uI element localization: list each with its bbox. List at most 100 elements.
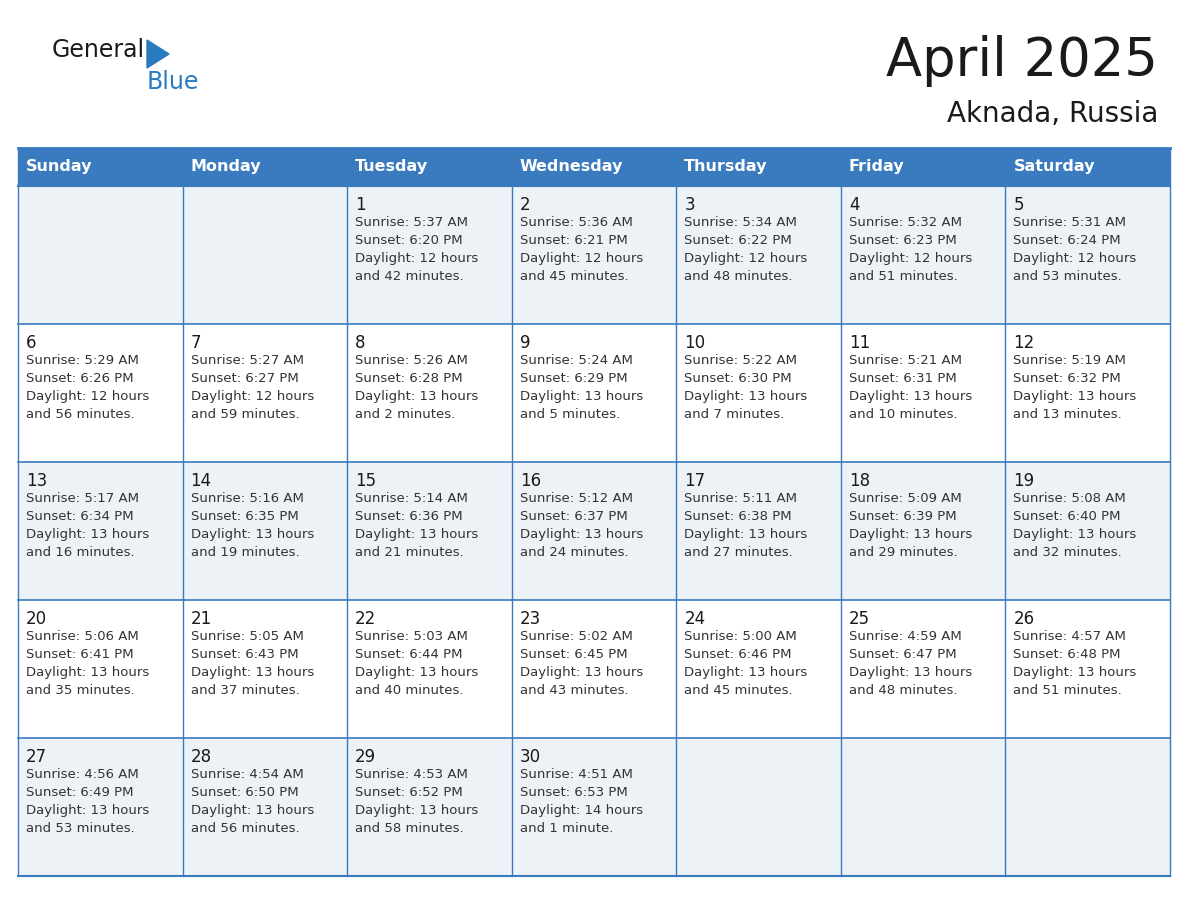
Text: Daylight: 13 hours: Daylight: 13 hours: [849, 666, 972, 679]
Bar: [183, 462, 347, 600]
Text: Sunset: 6:43 PM: Sunset: 6:43 PM: [190, 648, 298, 661]
Text: Aknada, Russia: Aknada, Russia: [947, 100, 1158, 128]
Text: and 35 minutes.: and 35 minutes.: [26, 684, 134, 697]
Text: Daylight: 13 hours: Daylight: 13 hours: [519, 528, 643, 541]
Text: Daylight: 13 hours: Daylight: 13 hours: [355, 390, 479, 403]
Bar: [676, 186, 841, 324]
Text: Daylight: 12 hours: Daylight: 12 hours: [1013, 252, 1137, 265]
Text: 25: 25: [849, 610, 870, 628]
Bar: [676, 148, 841, 186]
Bar: [841, 148, 1005, 186]
Text: Sunset: 6:34 PM: Sunset: 6:34 PM: [26, 510, 133, 523]
Text: 19: 19: [1013, 472, 1035, 490]
Text: and 16 minutes.: and 16 minutes.: [26, 546, 134, 559]
Text: Blue: Blue: [147, 70, 200, 94]
Text: 14: 14: [190, 472, 211, 490]
Bar: [512, 186, 676, 324]
Bar: [1005, 462, 1170, 600]
Text: Sunrise: 4:57 AM: Sunrise: 4:57 AM: [1013, 630, 1126, 643]
Text: and 51 minutes.: and 51 minutes.: [849, 270, 958, 283]
Text: Sunset: 6:32 PM: Sunset: 6:32 PM: [1013, 372, 1121, 385]
Text: and 56 minutes.: and 56 minutes.: [190, 822, 299, 835]
Text: 10: 10: [684, 334, 706, 352]
Bar: [347, 324, 512, 462]
Text: Daylight: 12 hours: Daylight: 12 hours: [26, 390, 150, 403]
Text: Sunset: 6:21 PM: Sunset: 6:21 PM: [519, 234, 627, 247]
Text: Sunset: 6:50 PM: Sunset: 6:50 PM: [190, 786, 298, 799]
Polygon shape: [147, 40, 169, 68]
Text: Sunrise: 5:14 AM: Sunrise: 5:14 AM: [355, 492, 468, 505]
Text: Sunrise: 4:51 AM: Sunrise: 4:51 AM: [519, 768, 632, 781]
Text: 17: 17: [684, 472, 706, 490]
Bar: [1005, 600, 1170, 738]
Text: Sunrise: 5:29 AM: Sunrise: 5:29 AM: [26, 354, 139, 367]
Bar: [183, 148, 347, 186]
Bar: [841, 324, 1005, 462]
Text: Sunset: 6:39 PM: Sunset: 6:39 PM: [849, 510, 956, 523]
Text: Sunset: 6:23 PM: Sunset: 6:23 PM: [849, 234, 956, 247]
Text: Sunset: 6:46 PM: Sunset: 6:46 PM: [684, 648, 791, 661]
Text: 5: 5: [1013, 196, 1024, 214]
Text: Sunrise: 5:05 AM: Sunrise: 5:05 AM: [190, 630, 303, 643]
Text: Sunset: 6:52 PM: Sunset: 6:52 PM: [355, 786, 463, 799]
Text: Sunset: 6:44 PM: Sunset: 6:44 PM: [355, 648, 462, 661]
Text: Sunset: 6:30 PM: Sunset: 6:30 PM: [684, 372, 792, 385]
Text: and 40 minutes.: and 40 minutes.: [355, 684, 463, 697]
Text: Daylight: 13 hours: Daylight: 13 hours: [684, 528, 808, 541]
Text: 16: 16: [519, 472, 541, 490]
Text: Sunset: 6:26 PM: Sunset: 6:26 PM: [26, 372, 133, 385]
Text: and 58 minutes.: and 58 minutes.: [355, 822, 463, 835]
Text: 27: 27: [26, 748, 48, 766]
Text: Daylight: 13 hours: Daylight: 13 hours: [519, 666, 643, 679]
Bar: [347, 600, 512, 738]
Text: and 7 minutes.: and 7 minutes.: [684, 408, 784, 421]
Text: Sunset: 6:36 PM: Sunset: 6:36 PM: [355, 510, 463, 523]
Text: Daylight: 13 hours: Daylight: 13 hours: [1013, 528, 1137, 541]
Text: Sunset: 6:47 PM: Sunset: 6:47 PM: [849, 648, 956, 661]
Text: Sunset: 6:20 PM: Sunset: 6:20 PM: [355, 234, 463, 247]
Text: and 24 minutes.: and 24 minutes.: [519, 546, 628, 559]
Text: 24: 24: [684, 610, 706, 628]
Text: Daylight: 13 hours: Daylight: 13 hours: [26, 804, 150, 817]
Bar: [347, 186, 512, 324]
Bar: [512, 324, 676, 462]
Text: Sunrise: 5:08 AM: Sunrise: 5:08 AM: [1013, 492, 1126, 505]
Text: 26: 26: [1013, 610, 1035, 628]
Text: Sunset: 6:31 PM: Sunset: 6:31 PM: [849, 372, 956, 385]
Text: April 2025: April 2025: [886, 35, 1158, 87]
Text: Daylight: 12 hours: Daylight: 12 hours: [849, 252, 972, 265]
Text: 29: 29: [355, 748, 377, 766]
Text: and 48 minutes.: and 48 minutes.: [684, 270, 792, 283]
Text: Sunrise: 5:27 AM: Sunrise: 5:27 AM: [190, 354, 304, 367]
Text: 28: 28: [190, 748, 211, 766]
Bar: [676, 462, 841, 600]
Text: Daylight: 13 hours: Daylight: 13 hours: [849, 390, 972, 403]
Text: Saturday: Saturday: [1013, 160, 1095, 174]
Text: Sunset: 6:29 PM: Sunset: 6:29 PM: [519, 372, 627, 385]
Text: Daylight: 13 hours: Daylight: 13 hours: [519, 390, 643, 403]
Bar: [676, 738, 841, 876]
Text: Daylight: 13 hours: Daylight: 13 hours: [849, 528, 972, 541]
Text: Sunset: 6:35 PM: Sunset: 6:35 PM: [190, 510, 298, 523]
Bar: [841, 462, 1005, 600]
Text: Sunrise: 5:24 AM: Sunrise: 5:24 AM: [519, 354, 632, 367]
Bar: [512, 600, 676, 738]
Text: Daylight: 13 hours: Daylight: 13 hours: [190, 528, 314, 541]
Text: Daylight: 14 hours: Daylight: 14 hours: [519, 804, 643, 817]
Text: Sunset: 6:28 PM: Sunset: 6:28 PM: [355, 372, 463, 385]
Text: Sunrise: 5:17 AM: Sunrise: 5:17 AM: [26, 492, 139, 505]
Text: 2: 2: [519, 196, 530, 214]
Text: 15: 15: [355, 472, 377, 490]
Bar: [676, 324, 841, 462]
Text: Sunrise: 5:36 AM: Sunrise: 5:36 AM: [519, 216, 632, 229]
Text: Sunrise: 5:32 AM: Sunrise: 5:32 AM: [849, 216, 962, 229]
Text: Daylight: 13 hours: Daylight: 13 hours: [190, 666, 314, 679]
Text: Sunrise: 5:12 AM: Sunrise: 5:12 AM: [519, 492, 633, 505]
Text: Sunset: 6:40 PM: Sunset: 6:40 PM: [1013, 510, 1121, 523]
Text: and 51 minutes.: and 51 minutes.: [1013, 684, 1123, 697]
Text: and 2 minutes.: and 2 minutes.: [355, 408, 455, 421]
Bar: [183, 600, 347, 738]
Text: 6: 6: [26, 334, 37, 352]
Text: and 45 minutes.: and 45 minutes.: [519, 270, 628, 283]
Text: 23: 23: [519, 610, 541, 628]
